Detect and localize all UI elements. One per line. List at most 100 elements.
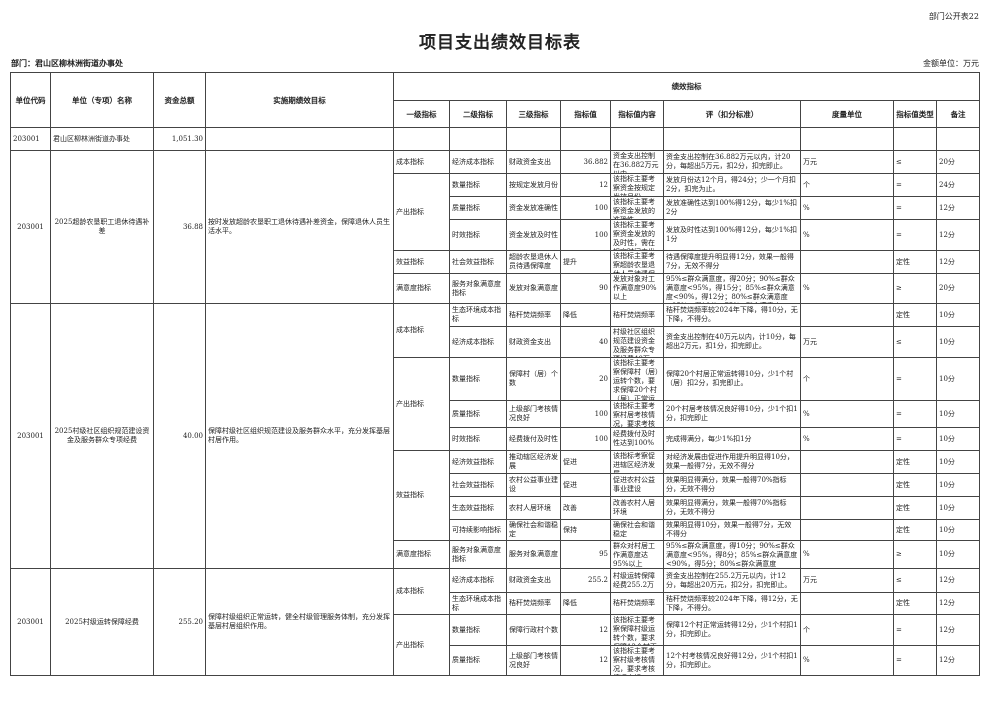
measure-unit: 万元 (803, 157, 817, 166)
note-cell: 10分 (935, 427, 981, 451)
note: 20分 (939, 284, 955, 292)
measure-unit-cell: 个 (800, 614, 894, 646)
indicator-content-cell: 经费拨付及时性达到100% (610, 427, 664, 451)
indicator-level3: 财政资金支出 (509, 337, 551, 346)
indicator-level2: 质量指标 (452, 656, 480, 664)
indicator-value-cell: 12 (560, 645, 611, 676)
header-name: 单位（专项）名称 (50, 72, 154, 128)
scoring-criteria: 效果明显得满分，效果一般得70%指标分，无效不得分 (666, 476, 787, 493)
indicator-row: 满意度指标 服务对象满意度指标 发放对象满意度 90 发放对象对工作满意度90%以上 95… (11, 273, 981, 304)
note-cell: 10分 (935, 326, 981, 358)
indicator-level2-cell: 生态效益指标 (449, 496, 507, 520)
indicator-level2: 生态效益指标 (452, 503, 494, 512)
indicator-level2-cell: 生态环境成本指标 (449, 592, 507, 615)
header-goal: 实施期绩效目标 (205, 72, 394, 128)
note: 12分 (939, 625, 955, 634)
note-cell: 12分 (935, 645, 981, 676)
indicator-level3-cell: 财政资金支出 (506, 150, 561, 174)
indicator-type-cell: 定性 (893, 303, 937, 327)
indicator-type: = (896, 656, 902, 664)
indicator-type-cell: 定性 (893, 496, 937, 520)
indicator-value-cell: 保持 (560, 519, 611, 541)
measure-unit-cell (800, 592, 894, 615)
indicator-level3: 财政资金支出 (509, 157, 551, 166)
indicator-level3-cell: 资金发放准确性 (506, 196, 561, 220)
indicator-content-cell: 该指标主要考察超龄农垦退休人员待遇保障度 (610, 250, 664, 274)
scoring-criteria-cell: 保障20个村居正常运转得10分，少1个村（居）扣2分，扣完即止。 (663, 357, 801, 401)
project-name: 2025超龄农垦职工退休待遇补差 (50, 150, 154, 304)
indicator-level2-cell: 时效指标 (449, 219, 507, 251)
note-cell: 12分 (935, 219, 981, 251)
indicator-value: 12 (599, 656, 608, 664)
indicator-level2: 社会效益指标 (452, 480, 494, 489)
indicator-level2: 服务对象满意度指标 (452, 545, 501, 563)
indicator-level2-cell: 数量指标 (449, 357, 507, 401)
indicator-level2: 质量指标 (452, 203, 480, 212)
scoring-criteria-cell: 12个村考核情况良好得12分，少1个村扣1分，扣完即止。 (663, 645, 801, 676)
measure-unit-cell: 万元 (800, 326, 894, 358)
indicator-level2: 时效指标 (452, 230, 480, 239)
header-note: 备注 (935, 100, 981, 128)
indicator-level2-cell: 社会效益指标 (449, 473, 507, 497)
indicator-type-cell: = (893, 400, 937, 428)
indicator-level3: 上级部门考核情况良好 (509, 405, 558, 422)
indicator-level2: 经济效益指标 (452, 457, 494, 466)
indicator-row: 质量指标 上级部门考核情况良好 100 该指标主要考察村居考核情况，要求考核情况良好 2… (11, 400, 981, 428)
indicator-content-cell: 改善农村人居环境 (610, 496, 664, 520)
note-cell: 10分 (935, 496, 981, 520)
indicator-row: 质量指标 上级部门考核情况良好 12 该指标主要考察村级考核情况，要求考核情况良好 12… (11, 645, 981, 676)
scoring-criteria: 12个村考核情况良好得12分，少1个村扣1分，扣完即止。 (666, 651, 798, 669)
scoring-criteria: 保障20个村居正常运转得10分，少1个村（居）扣2分，扣完即止。 (666, 370, 794, 387)
indicator-type-cell: 定性 (893, 450, 937, 474)
scoring-criteria-cell: 效果明显得满分，效果一般得70%指标分，无效不得分 (663, 473, 801, 497)
indicator-content-cell: 该指标主要考察村居考核情况，要求考核情况良好 (610, 400, 664, 428)
indicator-value: 36.882 (583, 157, 609, 166)
note: 10分 (939, 310, 955, 319)
scoring-criteria: 20个村居考核情况良好得10分，少1个扣1分，扣完即止 (666, 405, 798, 422)
note: 10分 (939, 457, 955, 466)
note-cell: 10分 (935, 540, 981, 569)
measure-unit: % (803, 409, 810, 418)
indicator-content: 确保社会和谐稳定 (613, 521, 655, 538)
measure-unit-cell: 个 (800, 173, 894, 197)
indicator-content: 发放对象对工作满意度90%以上 (613, 275, 657, 301)
indicator-content: 该指标主要考察资金发放的及时性，需在规定时间内发放 (613, 220, 655, 250)
indicator-level2-cell: 数量指标 (449, 614, 507, 646)
measure-unit-cell (800, 450, 894, 474)
indicator-content: 村级运转保障经费255.2万 (613, 571, 655, 589)
measure-unit-cell: 万元 (800, 568, 894, 593)
indicator-content: 秸秆焚烧频率 (613, 599, 655, 607)
indicator-content: 资金支出控制在36.882万元以内 (613, 151, 659, 173)
indicator-level1: 满意度指标 (393, 540, 450, 569)
note-cell: 20分 (935, 150, 981, 174)
measure-unit-cell: % (800, 645, 894, 676)
indicator-level3: 财政资金支出 (509, 576, 551, 584)
indicator-row: 质量指标 资金发放准确性 100 该指标主要考察资金发放的准确性。发放准确性达到100… (11, 196, 981, 220)
indicator-level2: 质量指标 (452, 409, 480, 418)
measure-unit-cell (800, 473, 894, 497)
indicator-content: 该指标主要考察资金发放的准确性。 (613, 197, 655, 219)
scoring-criteria: 95%≤群众满意度，得10分；90%≤群众满意度<95%，得8分；85%≤群众满… (666, 541, 798, 568)
measure-unit: % (803, 203, 810, 212)
measure-unit-cell: % (800, 196, 894, 220)
indicator-level2: 经济成本指标 (452, 337, 494, 346)
indicator-type: 定性 (896, 257, 910, 266)
indicator-content-cell: 该指标主要考察保障村（居）运转个数，要求保障20个村（居）正常运转 (610, 357, 664, 401)
measure-unit-cell: % (800, 427, 894, 451)
scoring-criteria-cell: 待遇保障度提升明显得12分，效果一般得7分，无效不得分 (663, 250, 801, 274)
indicator-value: 255.2 (587, 576, 608, 584)
scoring-criteria-cell: 保障12个村正常运转得12分，少1个村扣1分，扣完即止。 (663, 614, 801, 646)
indicator-level2-cell: 服务对象满意度指标 (449, 273, 507, 304)
scoring-criteria-cell: 发放及时性达到100%得12分，每少1%扣1分 (663, 219, 801, 251)
indicator-content-cell: 秸秆焚烧频率 (610, 303, 664, 327)
indicator-level2-cell: 经济成本指标 (449, 568, 507, 593)
header-code: 单位代码 (10, 72, 51, 128)
indicator-content: 该指标主要考察村居考核情况，要求考核情况良好 (613, 401, 655, 427)
indicator-level2: 数量指标 (452, 180, 480, 189)
indicator-content-cell: 群众对村居工作满意度达95%以上 (610, 540, 664, 569)
note: 10分 (939, 337, 955, 346)
indicator-type: = (896, 409, 902, 418)
note-cell: 12分 (935, 196, 981, 220)
header-value: 指标值 (560, 100, 611, 128)
